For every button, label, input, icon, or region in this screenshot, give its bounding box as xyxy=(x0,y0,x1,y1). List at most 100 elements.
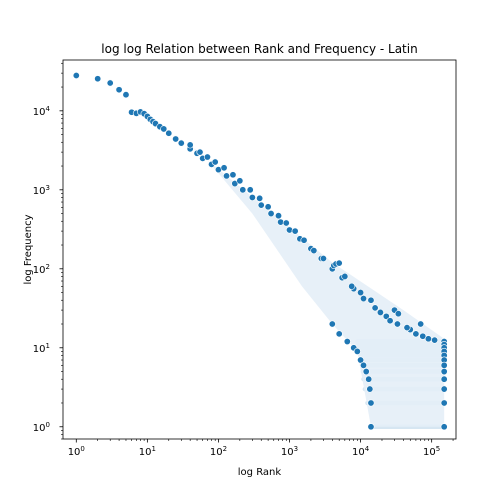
data-point-65 xyxy=(264,203,272,211)
data-point-60 xyxy=(220,164,228,172)
data-point-40 xyxy=(393,320,401,328)
x-tick-exponent: 1 xyxy=(152,445,156,453)
data-point-23 xyxy=(223,172,231,180)
data-point-62 xyxy=(236,177,244,185)
data-point-25 xyxy=(239,186,247,194)
y-tick-base: 10 xyxy=(33,344,46,355)
y-tick-label-3: 103 xyxy=(33,184,50,197)
y-tick-label-4: 104 xyxy=(33,105,51,118)
data-point-54 xyxy=(440,399,448,407)
data-point-17 xyxy=(177,139,185,147)
data-point-53 xyxy=(440,385,448,393)
y-tick-base: 10 xyxy=(33,107,46,118)
y-tick-label-1: 101 xyxy=(33,342,50,355)
data-point-58 xyxy=(203,153,211,161)
x-tick-label-0: 100 xyxy=(68,445,85,458)
data-points-group xyxy=(72,72,448,431)
x-tick-base: 10 xyxy=(281,447,294,458)
data-point-29 xyxy=(277,218,285,226)
data-point-38 xyxy=(371,304,379,312)
data-point-42 xyxy=(419,332,427,340)
data-point-26 xyxy=(248,193,256,201)
chart-title: log log Relation between Rank and Freque… xyxy=(101,42,417,56)
x-tick-exponent: 4 xyxy=(365,445,370,453)
x-tick-label-1: 101 xyxy=(139,445,156,458)
data-point-71 xyxy=(319,254,327,262)
data-point-92 xyxy=(357,356,365,364)
data-point-70 xyxy=(310,247,318,255)
data-point-39 xyxy=(382,312,390,320)
data-point-69 xyxy=(300,236,308,244)
data-point-77 xyxy=(357,289,365,297)
data-point-79 xyxy=(376,308,384,316)
data-point-80 xyxy=(386,317,394,325)
x-tick-exponent: 3 xyxy=(294,445,298,453)
data-point-50 xyxy=(440,361,448,369)
x-tick-base: 10 xyxy=(139,447,152,458)
data-point-89 xyxy=(343,338,351,346)
y-tick-exponent: 0 xyxy=(46,421,50,429)
data-point-95 xyxy=(365,375,373,383)
data-point-37 xyxy=(360,295,368,303)
y-tick-exponent: 3 xyxy=(46,184,50,192)
data-point-28 xyxy=(267,210,275,218)
y-tick-label-0: 100 xyxy=(33,421,50,434)
x-tick-label-2: 102 xyxy=(210,445,227,458)
x-axis-ticks: 100 101 102 103 104 105 xyxy=(68,439,454,458)
y-tick-label-2: 102 xyxy=(33,263,50,276)
data-point-66 xyxy=(275,212,283,220)
data-point-14 xyxy=(160,125,168,133)
data-point-91 xyxy=(353,347,361,355)
data-point-85 xyxy=(417,320,425,328)
data-point-56 xyxy=(186,141,194,149)
y-tick-base: 10 xyxy=(33,265,46,276)
data-point-82 xyxy=(394,310,402,318)
data-point-15 xyxy=(165,129,173,137)
x-axis-label: log Rank xyxy=(238,467,282,478)
x-tick-base: 10 xyxy=(210,447,223,458)
data-point-68 xyxy=(291,227,299,235)
y-tick-exponent: 2 xyxy=(46,263,50,271)
data-point-64 xyxy=(256,194,264,202)
x-tick-base: 10 xyxy=(423,447,436,458)
data-point-84 xyxy=(412,330,420,338)
data-point-76 xyxy=(348,282,356,290)
y-tick-exponent: 4 xyxy=(46,105,51,113)
x-tick-base: 10 xyxy=(352,447,365,458)
data-point-16 xyxy=(172,135,180,143)
data-point-30 xyxy=(286,226,294,234)
density-band-group xyxy=(190,145,447,430)
plot-frame xyxy=(62,59,457,440)
data-point-27 xyxy=(257,201,265,209)
data-point-94 xyxy=(362,368,370,376)
data-point-88 xyxy=(335,330,343,338)
data-point-87 xyxy=(328,320,336,328)
data-point-57 xyxy=(196,148,204,156)
data-point-0 xyxy=(72,72,80,80)
data-point-4 xyxy=(122,91,130,99)
x-tick-label-4: 104 xyxy=(352,445,370,458)
x-tick-exponent: 0 xyxy=(80,445,84,453)
x-tick-label-5: 105 xyxy=(423,445,440,458)
data-point-51 xyxy=(440,368,448,376)
data-point-96 xyxy=(366,385,374,393)
data-point-83 xyxy=(403,324,411,332)
y-tick-exponent: 1 xyxy=(46,342,50,350)
data-point-97 xyxy=(367,399,375,407)
y-tick-base: 10 xyxy=(33,186,46,197)
data-point-61 xyxy=(229,171,237,179)
data-point-93 xyxy=(360,361,368,369)
data-point-1 xyxy=(94,75,102,83)
data-point-3 xyxy=(115,86,123,94)
x-tick-exponent: 5 xyxy=(436,445,440,453)
x-tick-exponent: 2 xyxy=(223,445,227,453)
density-cloud xyxy=(190,145,445,427)
data-point-2 xyxy=(106,79,114,87)
data-point-75 xyxy=(341,272,349,280)
data-point-55 xyxy=(440,423,448,431)
y-tick-base: 10 xyxy=(33,423,46,434)
data-point-52 xyxy=(440,375,448,383)
data-point-67 xyxy=(282,219,290,227)
data-point-59 xyxy=(211,158,219,166)
